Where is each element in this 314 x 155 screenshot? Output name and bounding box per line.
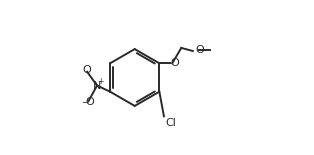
Text: Cl: Cl xyxy=(165,118,176,128)
Text: O: O xyxy=(82,65,91,75)
Text: N: N xyxy=(93,81,101,91)
Text: O: O xyxy=(170,58,179,68)
Text: +: + xyxy=(97,77,104,86)
Text: O: O xyxy=(85,97,94,107)
Text: −: − xyxy=(81,97,88,106)
Text: O: O xyxy=(196,45,204,55)
